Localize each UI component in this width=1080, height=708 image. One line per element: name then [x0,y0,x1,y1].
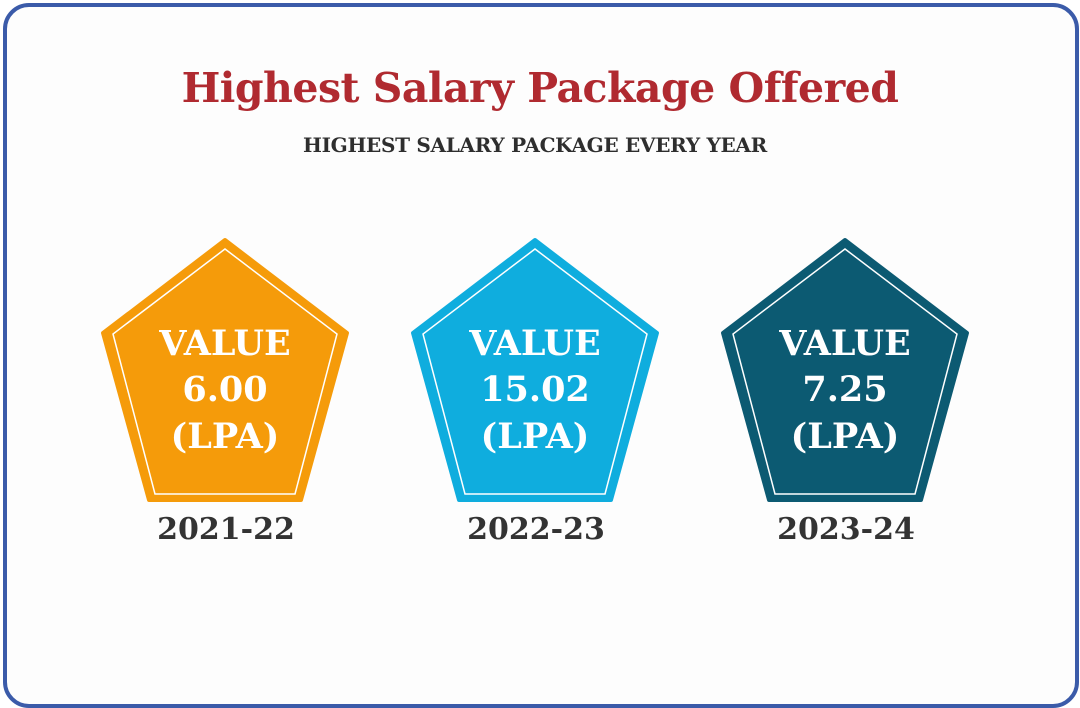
value-unit: (LPA) [171,416,280,457]
value-number: 6.00 [182,369,267,410]
page-title: Highest Salary Package Offered [181,64,899,112]
year-label: 2022-23 [467,512,605,547]
pentagon-2022-23 [411,238,659,502]
value-label: VALUE [158,323,291,364]
value-number: 7.25 [802,369,887,410]
value-number: 15.02 [480,369,590,410]
pentagon-2023-24 [721,238,969,502]
value-label: VALUE [468,323,601,364]
pentagon-inner-border [732,248,958,495]
pentagon-2021-22 [101,238,349,502]
value-unit: (LPA) [481,416,590,457]
value-label: VALUE [778,323,911,364]
year-label: 2023-24 [777,512,915,547]
year-label: 2021-22 [157,512,295,547]
pentagon-inner-border [422,248,648,495]
value-unit: (LPA) [791,416,900,457]
page-subtitle: HIGHEST SALARY PACKAGE EVERY YEAR [303,133,767,157]
pentagon-inner-border [112,248,338,495]
